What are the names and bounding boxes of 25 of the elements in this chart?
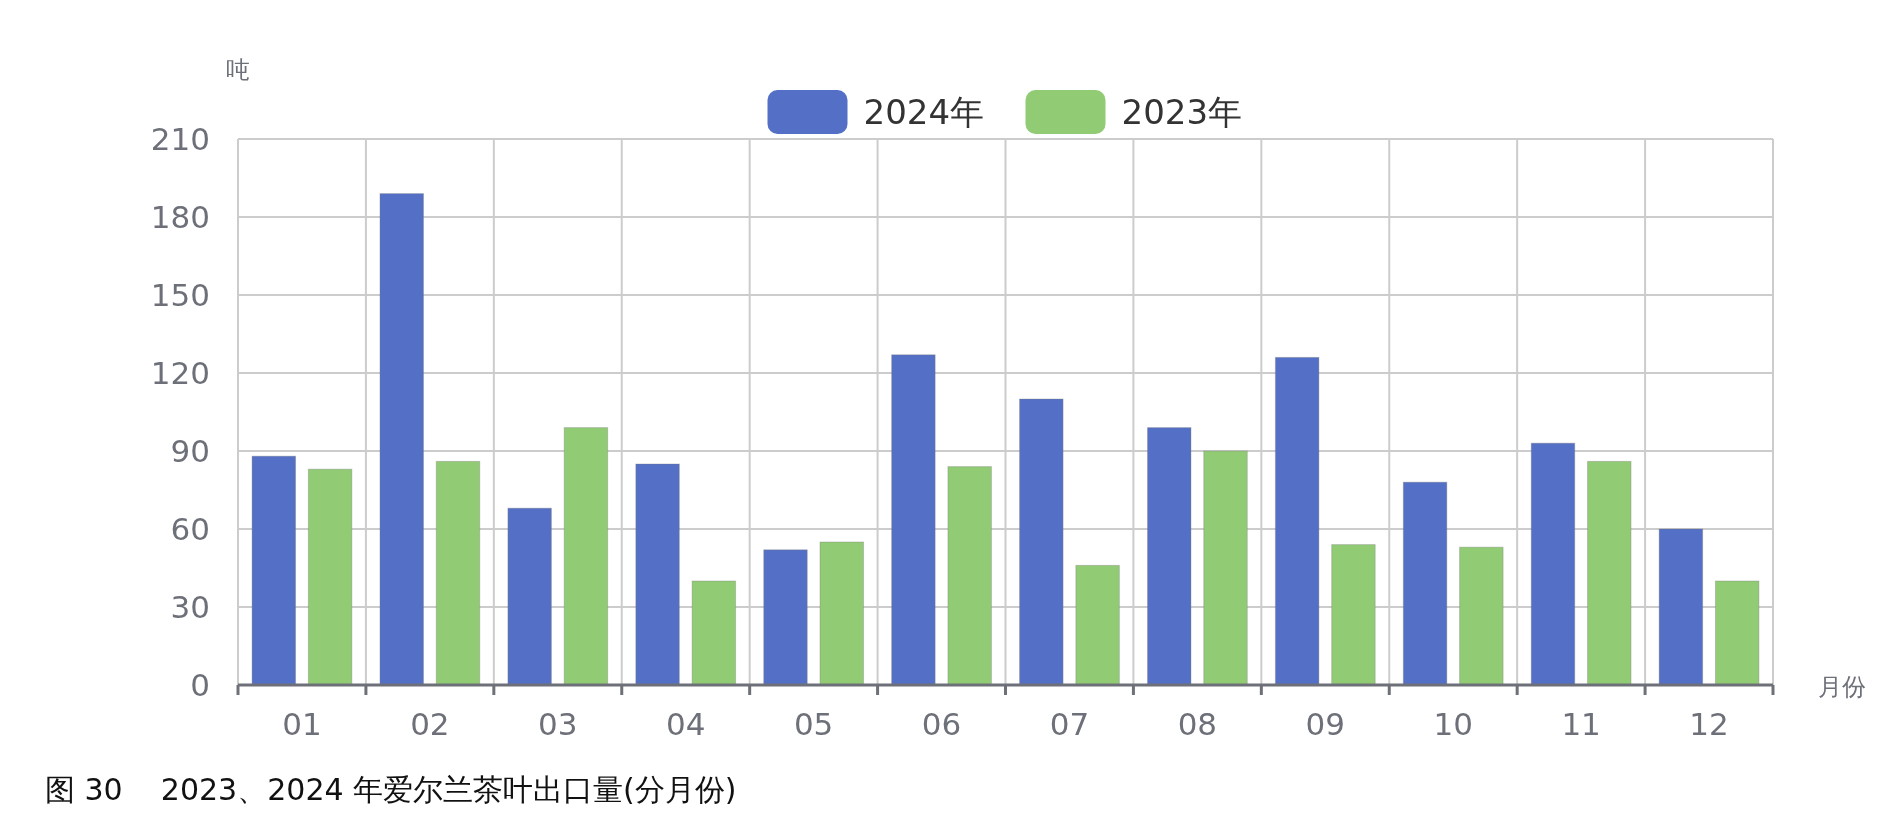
text: 图 30 2023、2024 年爱尔兰茶叶出口量(分月份) [45, 772, 737, 807]
x-tick-label: 03 [538, 706, 578, 742]
x-axis-title: 月份 [1818, 673, 1866, 701]
y-tick-label: 180 [150, 199, 210, 235]
x-tick-label: 12 [1689, 706, 1729, 742]
y-tick-label: 0 [190, 667, 210, 703]
y-axis-title: 吨 [226, 56, 250, 84]
x-tick-label: 02 [410, 706, 450, 742]
y-tick-label: 60 [170, 511, 210, 547]
x-tick-label: 07 [1049, 706, 1090, 742]
x-tick-label: 08 [1177, 706, 1218, 742]
x-tick-label: 06 [921, 706, 962, 742]
y-tick-label: 210 [150, 121, 210, 157]
y-tick-label: 30 [170, 589, 210, 625]
x-tick-label: 05 [793, 706, 834, 742]
x-tick-label: 01 [282, 706, 322, 742]
x-tick-label: 10 [1433, 706, 1473, 742]
y-tick-label: 90 [170, 433, 210, 469]
x-tick-label: 04 [665, 706, 706, 742]
x-tick-label: 09 [1305, 706, 1346, 742]
legend-label: 2024年 [863, 92, 985, 132]
x-tick-label: 11 [1561, 706, 1601, 742]
y-tick-label: 120 [150, 355, 210, 391]
legend-label: 2023年 [1121, 92, 1243, 132]
y-tick-label: 150 [150, 277, 210, 313]
